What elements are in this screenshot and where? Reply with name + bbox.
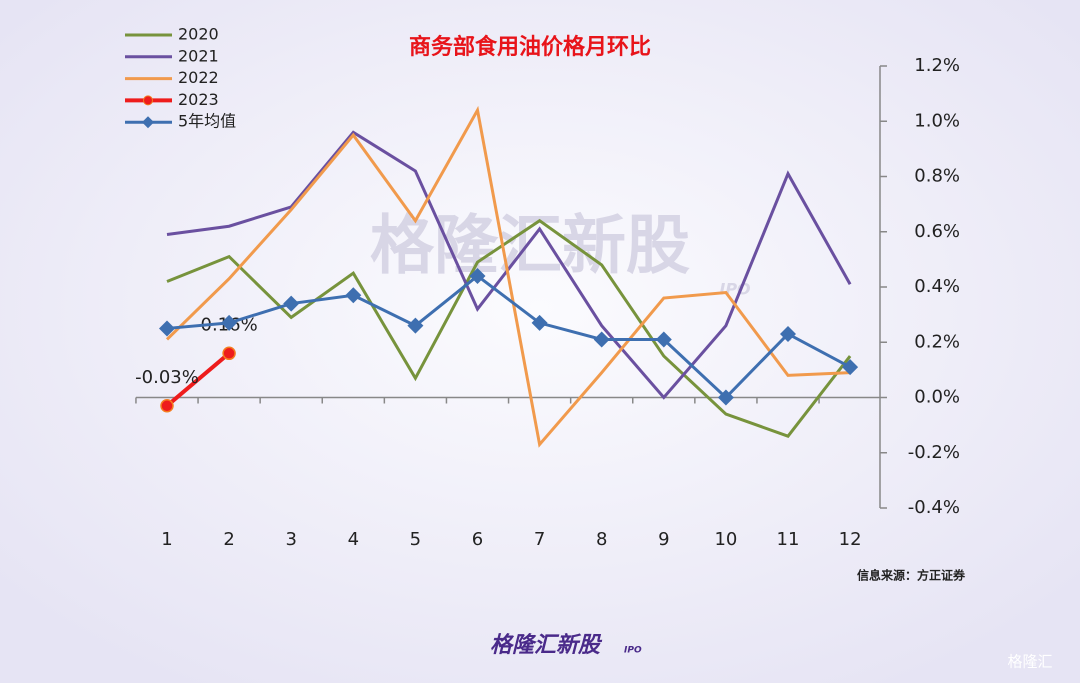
series-line bbox=[166, 130, 852, 400]
y-tick-label: -0.2% bbox=[908, 442, 960, 463]
x-tick-label: 4 bbox=[348, 529, 359, 550]
source-note: 信息来源：方正证券 bbox=[857, 568, 966, 583]
point bbox=[593, 331, 610, 348]
point bbox=[345, 287, 362, 304]
y-tick-label: 0.4% bbox=[914, 276, 960, 297]
point bbox=[469, 267, 486, 284]
point bbox=[283, 295, 300, 312]
legend-marker bbox=[143, 95, 153, 106]
legend-label: 2021 bbox=[178, 46, 219, 65]
x-tick-label: 5 bbox=[410, 529, 421, 550]
point bbox=[222, 346, 236, 361]
logo: 格隆汇新股 bbox=[490, 632, 603, 658]
point bbox=[655, 331, 672, 348]
watermark: 格隆汇新股 bbox=[370, 210, 690, 284]
legend-label: 5年均值 bbox=[178, 112, 236, 131]
point bbox=[159, 320, 175, 337]
point bbox=[780, 325, 796, 342]
x-tick-label: 2 bbox=[223, 529, 234, 550]
x-tick-label: 3 bbox=[285, 529, 296, 550]
legend-label: 2023 bbox=[178, 90, 219, 109]
x-tick-label: 9 bbox=[658, 529, 669, 550]
chart-title: 商务部食用油价格月环比 bbox=[409, 34, 651, 60]
y-tick-label: -0.4% bbox=[908, 497, 960, 518]
x-tick-label: 12 bbox=[839, 529, 862, 550]
y-tick-label: 0.2% bbox=[914, 331, 960, 352]
data-label: -0.03% bbox=[135, 367, 199, 388]
x-tick-label: 8 bbox=[596, 529, 607, 550]
x-tick-label: 1 bbox=[161, 529, 172, 550]
series-line bbox=[166, 274, 851, 400]
x-tick-label: 10 bbox=[714, 529, 737, 550]
y-tick-label: 0.6% bbox=[914, 221, 960, 242]
x-tick-label: 6 bbox=[472, 529, 483, 550]
x-tick-label: 11 bbox=[777, 529, 800, 550]
series-line bbox=[165, 351, 231, 408]
point bbox=[717, 389, 734, 406]
legend-marker bbox=[142, 116, 154, 129]
y-tick-label: 0.0% bbox=[914, 387, 960, 408]
y-tick-label: 1.2% bbox=[914, 55, 960, 76]
legend-label: 2020 bbox=[178, 25, 219, 44]
x-tick-label: 7 bbox=[534, 529, 545, 550]
point bbox=[407, 317, 424, 334]
logo-ipo: IPO bbox=[624, 646, 642, 656]
series-line bbox=[165, 105, 851, 448]
watermark: IPO bbox=[719, 280, 751, 299]
corner-logo: 格隆汇 bbox=[1007, 653, 1052, 671]
point bbox=[531, 314, 548, 331]
legend-label: 2022 bbox=[178, 68, 219, 87]
point bbox=[842, 359, 859, 376]
point bbox=[160, 399, 174, 413]
y-tick-label: 1.0% bbox=[914, 110, 960, 131]
point bbox=[221, 314, 238, 331]
y-tick-label: 0.8% bbox=[914, 166, 960, 187]
